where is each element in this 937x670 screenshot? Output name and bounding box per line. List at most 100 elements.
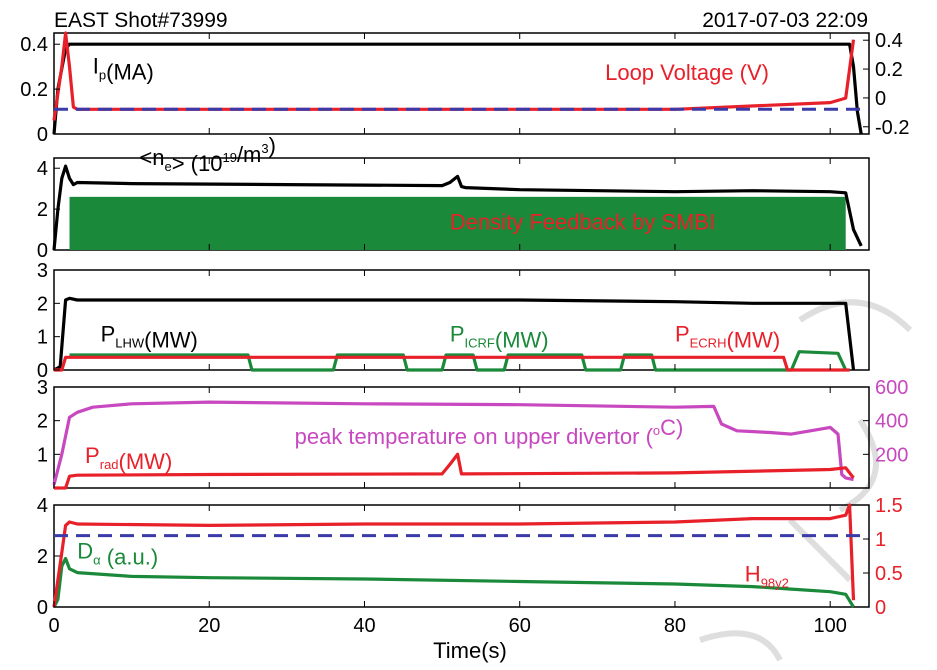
watermark (699, 299, 913, 662)
label-part: o (653, 423, 660, 438)
shot-date: 2017-07-03 22:09 (702, 9, 868, 32)
y2-tick-label: 0 (875, 597, 886, 619)
panel-label: PLHW(MW) (101, 322, 198, 353)
label-part: I (93, 53, 99, 78)
label-part: peak temperature on upper divertor ( (295, 424, 654, 449)
label-part: (MW) (119, 449, 173, 474)
series-line-black (52, 42, 863, 135)
y-tick-label: 3 (37, 377, 48, 399)
panel-label: Dα (a.u.) (77, 539, 158, 570)
panel-frame (53, 386, 870, 489)
y-tick-label: 2 (37, 293, 48, 315)
label-part: e (164, 159, 171, 174)
panel-2: 0 2 4 <ne> (1019/m3) Density Feedback by SMB… (37, 133, 870, 262)
panel-label: Ip(MA) (93, 53, 154, 84)
label-part: (MW) (144, 328, 198, 353)
y2-tick-label: 0.4 (875, 30, 903, 52)
x-tick-label: 100 (814, 615, 847, 637)
y2-tick-label: 0 (875, 88, 886, 110)
label-part: P (85, 443, 100, 468)
y2-tick-label: 0.2 (875, 59, 903, 81)
x-tick-label: 80 (664, 615, 686, 637)
y-tick-label: 0 (37, 240, 48, 262)
x-tick-label: 20 (198, 615, 220, 637)
label-part: C) (660, 415, 683, 440)
panel-label: H98y2 (745, 562, 789, 591)
label-part: p (99, 67, 106, 82)
series-line-magenta (52, 400, 854, 485)
x-axis-label: Time(s) (433, 638, 507, 663)
label-part: Loop Voltage (V) (605, 60, 769, 85)
y2-tick-label: 400 (875, 411, 908, 433)
label-part: Density Feedback by SMBI (450, 210, 715, 235)
panel-label: PECRH(MW) (675, 322, 780, 353)
series-line-red (54, 355, 850, 372)
panel-5: 0 2 4 0 0.5 1 1.5 Dα (a.u.) H98y2 (37, 495, 903, 619)
panel-label: Prad(MW) (85, 443, 172, 474)
label-part: 3 (261, 141, 268, 156)
label-part: 19 (222, 150, 236, 165)
panel-label: Density Feedback by SMBI (450, 210, 715, 235)
label-part: rad (100, 457, 119, 472)
y2-tick-label: 1 (875, 529, 886, 551)
label-part: (MA) (106, 59, 154, 84)
y-tick-label: 2 (37, 199, 48, 221)
y-tick-label: 0 (37, 360, 48, 382)
y2-tick-label: 1.5 (875, 495, 903, 517)
label-part: ECRH (690, 336, 727, 351)
label-part: H (745, 562, 761, 587)
y-tick-label: 1 (37, 327, 48, 349)
y-tick-label: 0.2 (20, 79, 48, 101)
panel-label: Loop Voltage (V) (605, 60, 769, 85)
panels: 0 0.2 0.4 -0.2 0 0.2 0.4 Ip(MA) Loop Voltage (V)… (20, 30, 909, 637)
x-tick-label: 60 (509, 615, 531, 637)
label-part: α (93, 553, 101, 568)
series-line-black (53, 296, 856, 372)
y-tick-label: 2 (37, 411, 48, 433)
y2-tick-label: 0.5 (875, 563, 903, 585)
y-tick-label: 0.4 (20, 34, 48, 56)
label-part: > (10 (172, 151, 223, 176)
panel-label: <ne> (1019/m3) (139, 133, 276, 176)
feedback-band (69, 196, 846, 250)
panel-label: peak temperature on upper divertor (oC) (295, 415, 684, 449)
label-part: (MW) (495, 328, 549, 353)
y-tick-label: 4 (37, 158, 48, 180)
label-part: P (101, 322, 116, 347)
y-tick-label: 4 (37, 495, 48, 517)
y-tick-label: 2 (37, 546, 48, 568)
watermark-glyph (699, 299, 913, 662)
series-line-green (69, 350, 848, 372)
panel-label: PICRF(MW) (450, 322, 549, 353)
y2-tick-label: 600 (875, 377, 908, 399)
y-tick-label: 1 (37, 444, 48, 466)
label-part: /m (237, 142, 261, 167)
label-part: LHW (115, 336, 145, 351)
y2-tick-label: -0.2 (875, 117, 909, 139)
label-part: (a.u.) (101, 545, 158, 570)
y2-tick-label: 200 (875, 444, 908, 466)
label-part: P (450, 322, 465, 347)
panel-4: 1 2 3 200 400 600 peak temperature on upper di… (37, 377, 908, 490)
series-line-black (52, 164, 863, 251)
shot-title: EAST Shot#73999 (54, 9, 228, 32)
label-part: ICRF (465, 336, 495, 351)
series-line-red (52, 503, 856, 608)
y-tick-label: 0 (37, 597, 48, 619)
label-part: ) (269, 133, 276, 158)
panel-frame (53, 32, 870, 135)
label-part: 98y2 (761, 576, 789, 591)
panel-frame (53, 269, 870, 371)
panel-1: 0 0.2 0.4 -0.2 0 0.2 0.4 Ip(MA) Loop Voltage (V) (20, 30, 909, 146)
y-tick-label: 3 (37, 260, 48, 282)
series-line-red (54, 452, 855, 490)
label-part: <n (139, 145, 164, 170)
y-tick-label: 0 (37, 124, 48, 146)
label-part: D (77, 539, 93, 564)
x-axis-ticks: 0 20 40 60 80 100 (48, 615, 846, 637)
label-part: P (675, 322, 690, 347)
series-line-green (52, 556, 855, 608)
